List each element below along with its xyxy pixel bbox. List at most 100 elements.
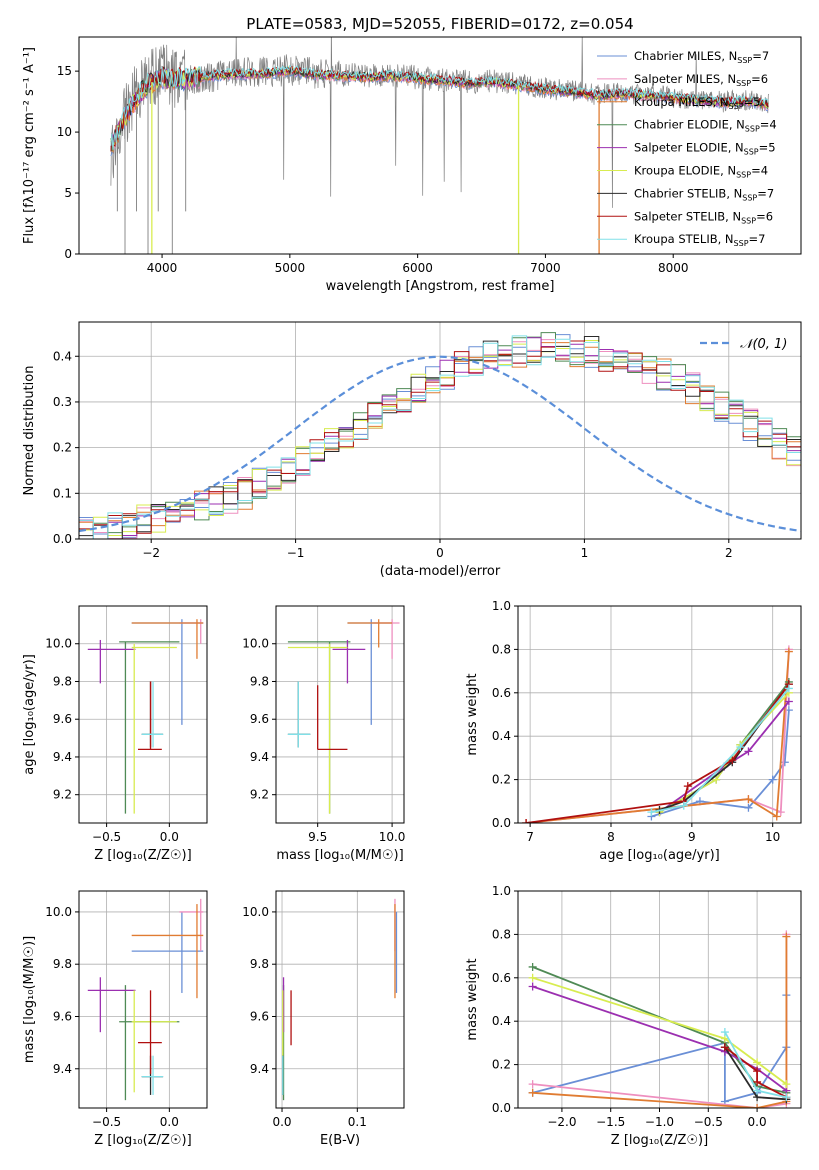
legend-entry: Chabrier ELODIE, NSSP=4 [634, 118, 777, 134]
y-tick-label: 9.6 [53, 1009, 72, 1023]
y-tick-label: 0.3 [53, 395, 72, 409]
weight-marker [784, 647, 793, 656]
y-axis-label: mass [log₁₀(M/M☉)] [22, 936, 37, 1063]
weight-line [724, 1046, 787, 1098]
x-tick-label: −2 [142, 546, 160, 560]
y-tick-label: 0.8 [492, 927, 511, 941]
legend-entry: Kroupa ELODIE, NSSP=4 [634, 164, 768, 180]
weight-z-panel: −2.0 −1.5 −1.0 −0.5 0.0 0.0 0.2 0.4 0.6 0.8 1.0 Z [… [465, 884, 802, 1148]
weight-marker [522, 819, 531, 823]
weight-marker [772, 812, 781, 821]
weight-marker [647, 808, 656, 817]
weight-line [651, 710, 790, 818]
x-tick-label: 2 [725, 546, 733, 560]
y-tick-label: 9.2 [53, 788, 72, 802]
y-axis-label: Flux [fλ10⁻¹⁷ erg cm⁻² s⁻¹ A⁻¹] [22, 47, 37, 244]
weight-marker [782, 932, 791, 941]
x-axis-label: Z [log₁₀(Z/Z☉)] [94, 848, 191, 863]
weight-line [651, 687, 790, 813]
x-axis-label: Z [log₁₀(Z/Z☉)] [94, 1133, 191, 1148]
y-tick-label: 0.6 [492, 686, 511, 700]
y-tick-label: 9.6 [53, 712, 72, 726]
weight-line [525, 683, 790, 823]
x-tick-label: −1.0 [645, 1115, 674, 1129]
legend-entry: 𝒩(0, 1) [740, 337, 787, 352]
x-axis-label: age [log₁₀(age/yr)] [599, 848, 720, 863]
y-tick-label: 9.8 [53, 674, 72, 688]
weight-marker [528, 1080, 537, 1089]
y-tick-label: 0.4 [492, 1014, 511, 1028]
y-tick-label: 0.0 [53, 532, 72, 546]
x-axis-label: (data-model)/error [380, 564, 501, 579]
x-axis-label: wavelength [Angstrom, rest frame] [326, 279, 555, 294]
y-tick-label: 1.0 [492, 884, 511, 898]
legend-entry: Salpeter STELIB, NSSP=6 [634, 209, 773, 225]
x-tick-label: 6000 [402, 261, 433, 275]
weight-marker [753, 1067, 762, 1076]
axes-frame [275, 605, 405, 824]
weight-marker [784, 684, 793, 693]
weight-line [659, 681, 790, 813]
y-tick-label: 10.0 [45, 637, 72, 651]
histogram-step [79, 334, 801, 538]
axes-frame [78, 890, 208, 1109]
y-tick-label: 9.8 [250, 674, 269, 688]
weight-marker [528, 1088, 537, 1097]
y-tick-label: 10.0 [242, 637, 269, 651]
x-tick-label: 8 [607, 830, 615, 844]
x-axis-label: mass [log₁₀(M/M☉)] [276, 848, 403, 863]
y-axis-label: mass weight [465, 673, 480, 755]
x-tick-label: 1 [581, 546, 589, 560]
weight-marker [753, 1058, 762, 1067]
weight-marker [728, 756, 737, 765]
y-tick-label: 0.0 [492, 1101, 511, 1115]
y-tick-label: 9.8 [53, 957, 72, 971]
weight-lines [528, 930, 791, 1108]
y-tick-label: 10.0 [242, 905, 269, 919]
y-tick-label: 0.6 [492, 971, 511, 985]
x-tick-label: 5000 [275, 261, 306, 275]
weight-line [532, 976, 787, 1085]
y-tick-label: 0.2 [492, 1058, 511, 1072]
weight-marker [780, 758, 789, 767]
age-mass-panel: 9.5 10.0 9.2 9.4 9.6 9.8 10.0 mass [log₁₀(M/M☉)… [242, 605, 405, 863]
y-tick-label: 0.8 [492, 642, 511, 656]
weight-marker [753, 1086, 762, 1095]
y-tick-label: 0.0 [492, 816, 511, 830]
y-tick-label: 9.2 [250, 788, 269, 802]
y-tick-label: 9.6 [250, 1009, 269, 1023]
model-spectrum-kroupa-stelib [110, 64, 769, 150]
legend-entry: Chabrier MILES, NSSP=7 [634, 49, 769, 65]
weight-marker [528, 962, 537, 971]
weight-marker [736, 743, 745, 752]
weight-marker [744, 803, 753, 812]
y-tick-label: 0 [64, 247, 72, 261]
x-tick-label: −0.5 [92, 1115, 121, 1129]
x-tick-label: 7 [526, 830, 534, 844]
weight-marker [782, 1093, 791, 1102]
y-tick-label: 15 [57, 64, 72, 78]
y-tick-label: 9.4 [53, 750, 72, 764]
crosses [87, 898, 204, 1101]
y-tick-label: 9.4 [250, 1062, 269, 1076]
y-tick-label: 9.6 [250, 712, 269, 726]
weight-marker [712, 775, 721, 784]
x-tick-label: 10 [765, 830, 780, 844]
weight-marker [744, 747, 753, 756]
legend-entry: Salpeter ELODIE, NSSP=5 [634, 141, 776, 157]
y-axis-label: Normed distribution [22, 366, 37, 496]
x-tick-label: −1 [287, 546, 305, 560]
x-tick-label: −0.5 [92, 830, 121, 844]
histogram-data [79, 332, 801, 539]
y-tick-label: 1.0 [492, 599, 511, 613]
axes-frame [517, 605, 802, 824]
mass-ebv-panel: 0.0 0.1 9.4 9.6 9.8 10.0 E(B-V) [242, 890, 405, 1148]
crosses [87, 619, 204, 814]
weight-marker [784, 697, 793, 706]
normal-curve [79, 355, 801, 533]
x-tick-label: 0 [436, 546, 444, 560]
histogram-step [79, 332, 801, 539]
x-tick-label: 0.0 [160, 830, 179, 844]
